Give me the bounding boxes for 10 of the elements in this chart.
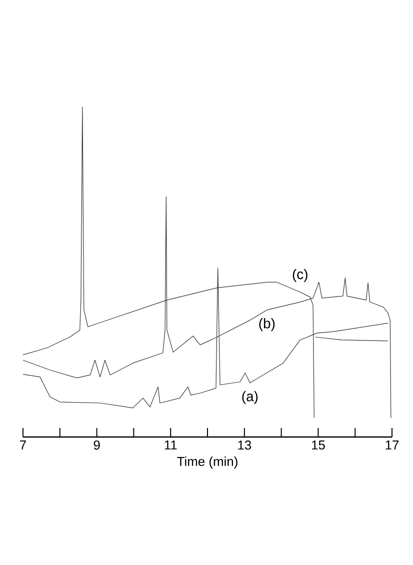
x-tick-label: 15 bbox=[312, 440, 325, 450]
series-label: (a) bbox=[242, 391, 258, 404]
series-label: (c) bbox=[292, 268, 308, 282]
x-axis-title: Time (min) bbox=[177, 456, 238, 469]
series-label: (b) bbox=[259, 318, 275, 332]
x-tick-label: 11 bbox=[164, 440, 177, 450]
x-tick-label: 9 bbox=[94, 440, 100, 450]
x-tick-label: 13 bbox=[238, 440, 252, 450]
x-tick-label: 7 bbox=[20, 440, 26, 450]
x-tick-label: 17 bbox=[386, 440, 399, 450]
